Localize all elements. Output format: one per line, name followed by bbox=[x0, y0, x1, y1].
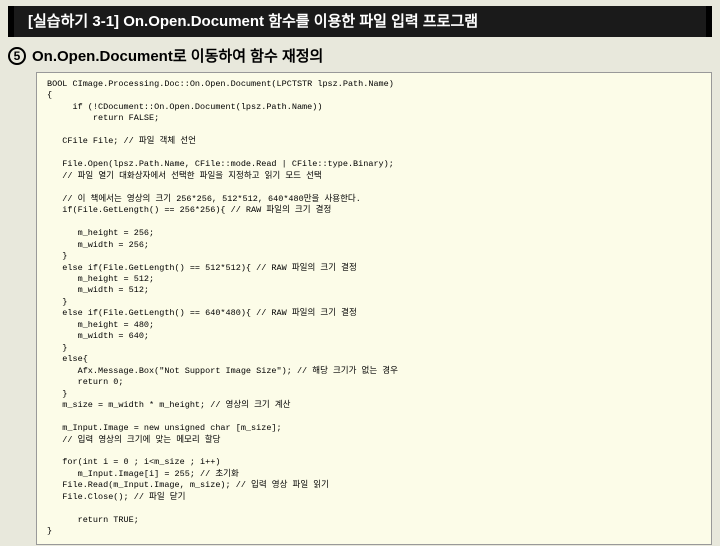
step-title: On.Open.Document로 이동하여 함수 재정의 bbox=[32, 45, 323, 66]
lesson-title: [실습하기 3-1] On.Open.Document 함수를 이용한 파일 입… bbox=[28, 13, 478, 30]
code-block: BOOL CImage.Processing.Doc::On.Open.Docu… bbox=[36, 72, 712, 545]
lesson-header: [실습하기 3-1] On.Open.Document 함수를 이용한 파일 입… bbox=[8, 6, 712, 37]
code-content: BOOL CImage.Processing.Doc::On.Open.Docu… bbox=[47, 79, 398, 536]
step-number-badge: 5 bbox=[8, 47, 26, 65]
step-subheader: 5 On.Open.Document로 이동하여 함수 재정의 bbox=[0, 37, 720, 72]
